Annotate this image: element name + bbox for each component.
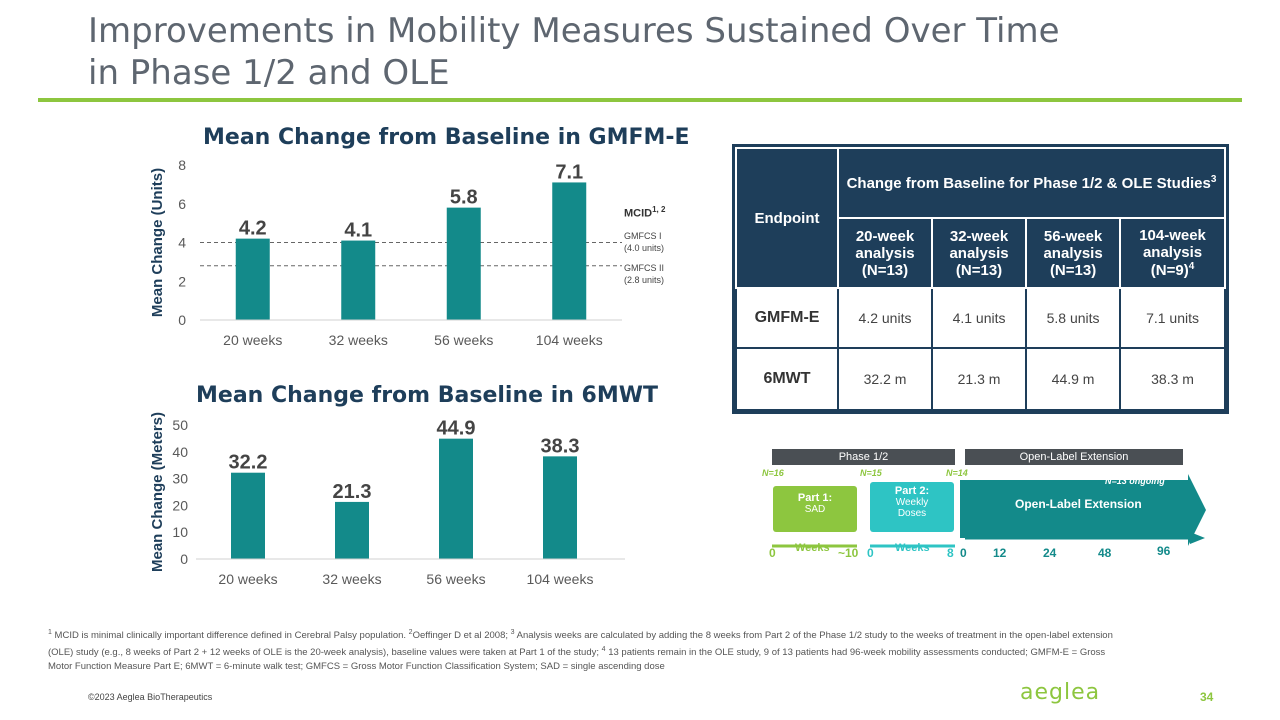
weeks-label-2: Weeks [895,542,930,554]
x-tick-label: 20 weeks [218,571,277,587]
table-row: GMFM-E 4.2 units 4.1 units 5.8 units 7.1… [735,287,1226,349]
ole-arrow-shape [960,474,1206,546]
y-tick-label: 50 [172,417,188,433]
timeline-graphic [772,474,1206,548]
y-tick-label: 6 [178,196,186,212]
6mwt-bar-chart: 0 10 20 30 40 50 Mean Change (Meters) 32.2 20 we… [149,412,625,587]
bar-value-label: 4.2 [239,218,267,240]
col-header-104-week: 104-week analysis (N=9)4 [1119,217,1226,289]
x-tick-label: 32 weeks [322,571,381,587]
row-label-6mwt: 6MWT [735,347,839,411]
bar-value-label: 21.3 [333,481,372,503]
part1-box: Part 1: SAD [773,486,857,532]
x-tick-label: 56 weeks [426,571,485,587]
y-tick-label: 30 [172,471,188,487]
col-header-56-week: 56-week analysis (N=13) [1025,217,1122,289]
x-tick-label: 20 weeks [223,332,282,348]
bar-value-label: 38.3 [541,435,580,457]
bar-value-label: 32.2 [229,452,268,474]
endpoint-header: Endpoint [735,147,839,289]
part2-box: Part 2: Weekly Doses [870,482,954,532]
ole-box-label: Open-Label Extension [1015,497,1142,511]
y-axis-label: Mean Change (Meters) [149,412,166,572]
bar [446,207,481,320]
page-number: 34 [1200,690,1214,704]
gmfme-chart-title: Mean Change from Baseline in GMFM-E [203,125,690,150]
y-tick-label: 40 [172,444,188,460]
bar-value-label: 7.1 [555,161,583,183]
n16-label: N=16 [762,468,784,478]
x-tick-label: 104 weeks [527,571,594,587]
endpoint-table: Endpoint Change from Baseline for Phase … [732,144,1229,414]
tick-8: 8 [947,546,954,560]
footnote: 1 MCID is minimal clinically important d… [48,629,1113,673]
y-tick-label: 20 [172,497,188,513]
tick-0a: 0 [769,546,776,560]
x-tick-label: 56 weeks [434,332,493,348]
y-tick-label: 0 [180,551,188,567]
bar [231,472,265,559]
table-cell: 7.1 units [1119,287,1226,349]
table-cell: 32.2 m [836,347,934,411]
x-tick-label: 32 weeks [329,332,388,348]
bar-value-label: 5.8 [450,187,478,209]
y-axis-label: Mean Change (Units) [149,168,166,317]
y-tick-label: 10 [172,524,188,540]
timeline-axis-arrowhead [1190,532,1205,544]
n14-label: N=14 [946,468,968,478]
bar-value-label: 4.1 [344,220,372,242]
6mwt-chart-title: Mean Change from Baseline in 6MWT [196,383,659,408]
copyright: ©2023 Aeglea BioTherapeutics [88,692,213,702]
col-header-32-week: 32-week analysis (N=13) [931,217,1028,289]
y-tick-label: 0 [178,312,186,328]
gmfcs-1-label: GMFCS I (4.0 units) [624,231,665,253]
y-tick-label: 8 [178,157,186,173]
tick-10: ~10 [838,546,859,560]
slide-title: Improvements in Mobility Measures Sustai… [88,11,1060,93]
ole-banner: Open-Label Extension [965,449,1183,465]
n13-label: N=13 ongoing [1105,476,1165,486]
bar-value-label: 44.9 [437,418,476,440]
y-tick-label: 2 [178,273,186,289]
mcid-label: MCID1, 2 [624,205,666,220]
group-header: Change from Baseline for Phase 1/2 & OLE… [837,147,1226,219]
aeglea-logo: aeglea [1020,680,1101,705]
table-cell: 38.3 m [1119,347,1226,411]
tick-12: 12 [993,546,1007,560]
tick-0c: 0 [960,546,967,560]
bar [341,240,376,320]
row-label-gmfme: GMFM-E [735,287,839,349]
tick-48: 48 [1098,546,1112,560]
tick-96: 96 [1157,544,1171,558]
bar [235,238,270,320]
gmfme-bar-chart: 0 2 4 6 8 Mean Change (Units) 4.2 20 weeks 4.1 32… [149,157,622,348]
col-header-20-week: 20-week analysis (N=13) [836,217,934,289]
x-tick-label: 104 weeks [536,332,603,348]
y-tick-label: 4 [178,235,186,251]
n15-label: N=15 [860,468,882,478]
bar [543,456,577,559]
tick-0b: 0 [867,546,874,560]
weeks-label-1: Weeks [795,542,830,554]
gmfcs-2-label: GMFCS II (2.8 units) [624,263,665,285]
bar [552,182,587,320]
table-cell: 4.1 units [931,287,1028,349]
phase-12-banner: Phase 1/2 [772,449,955,465]
table-cell: 4.2 units [836,287,934,349]
table-cell: 21.3 m [931,347,1028,411]
title-divider [38,98,1242,102]
tick-24: 24 [1043,546,1057,560]
table-cell: 44.9 m [1025,347,1122,411]
table-row: 6MWT 32.2 m 21.3 m 44.9 m 38.3 m [735,347,1226,411]
bar [439,438,473,559]
bar [335,501,369,559]
table-cell: 5.8 units [1025,287,1122,349]
